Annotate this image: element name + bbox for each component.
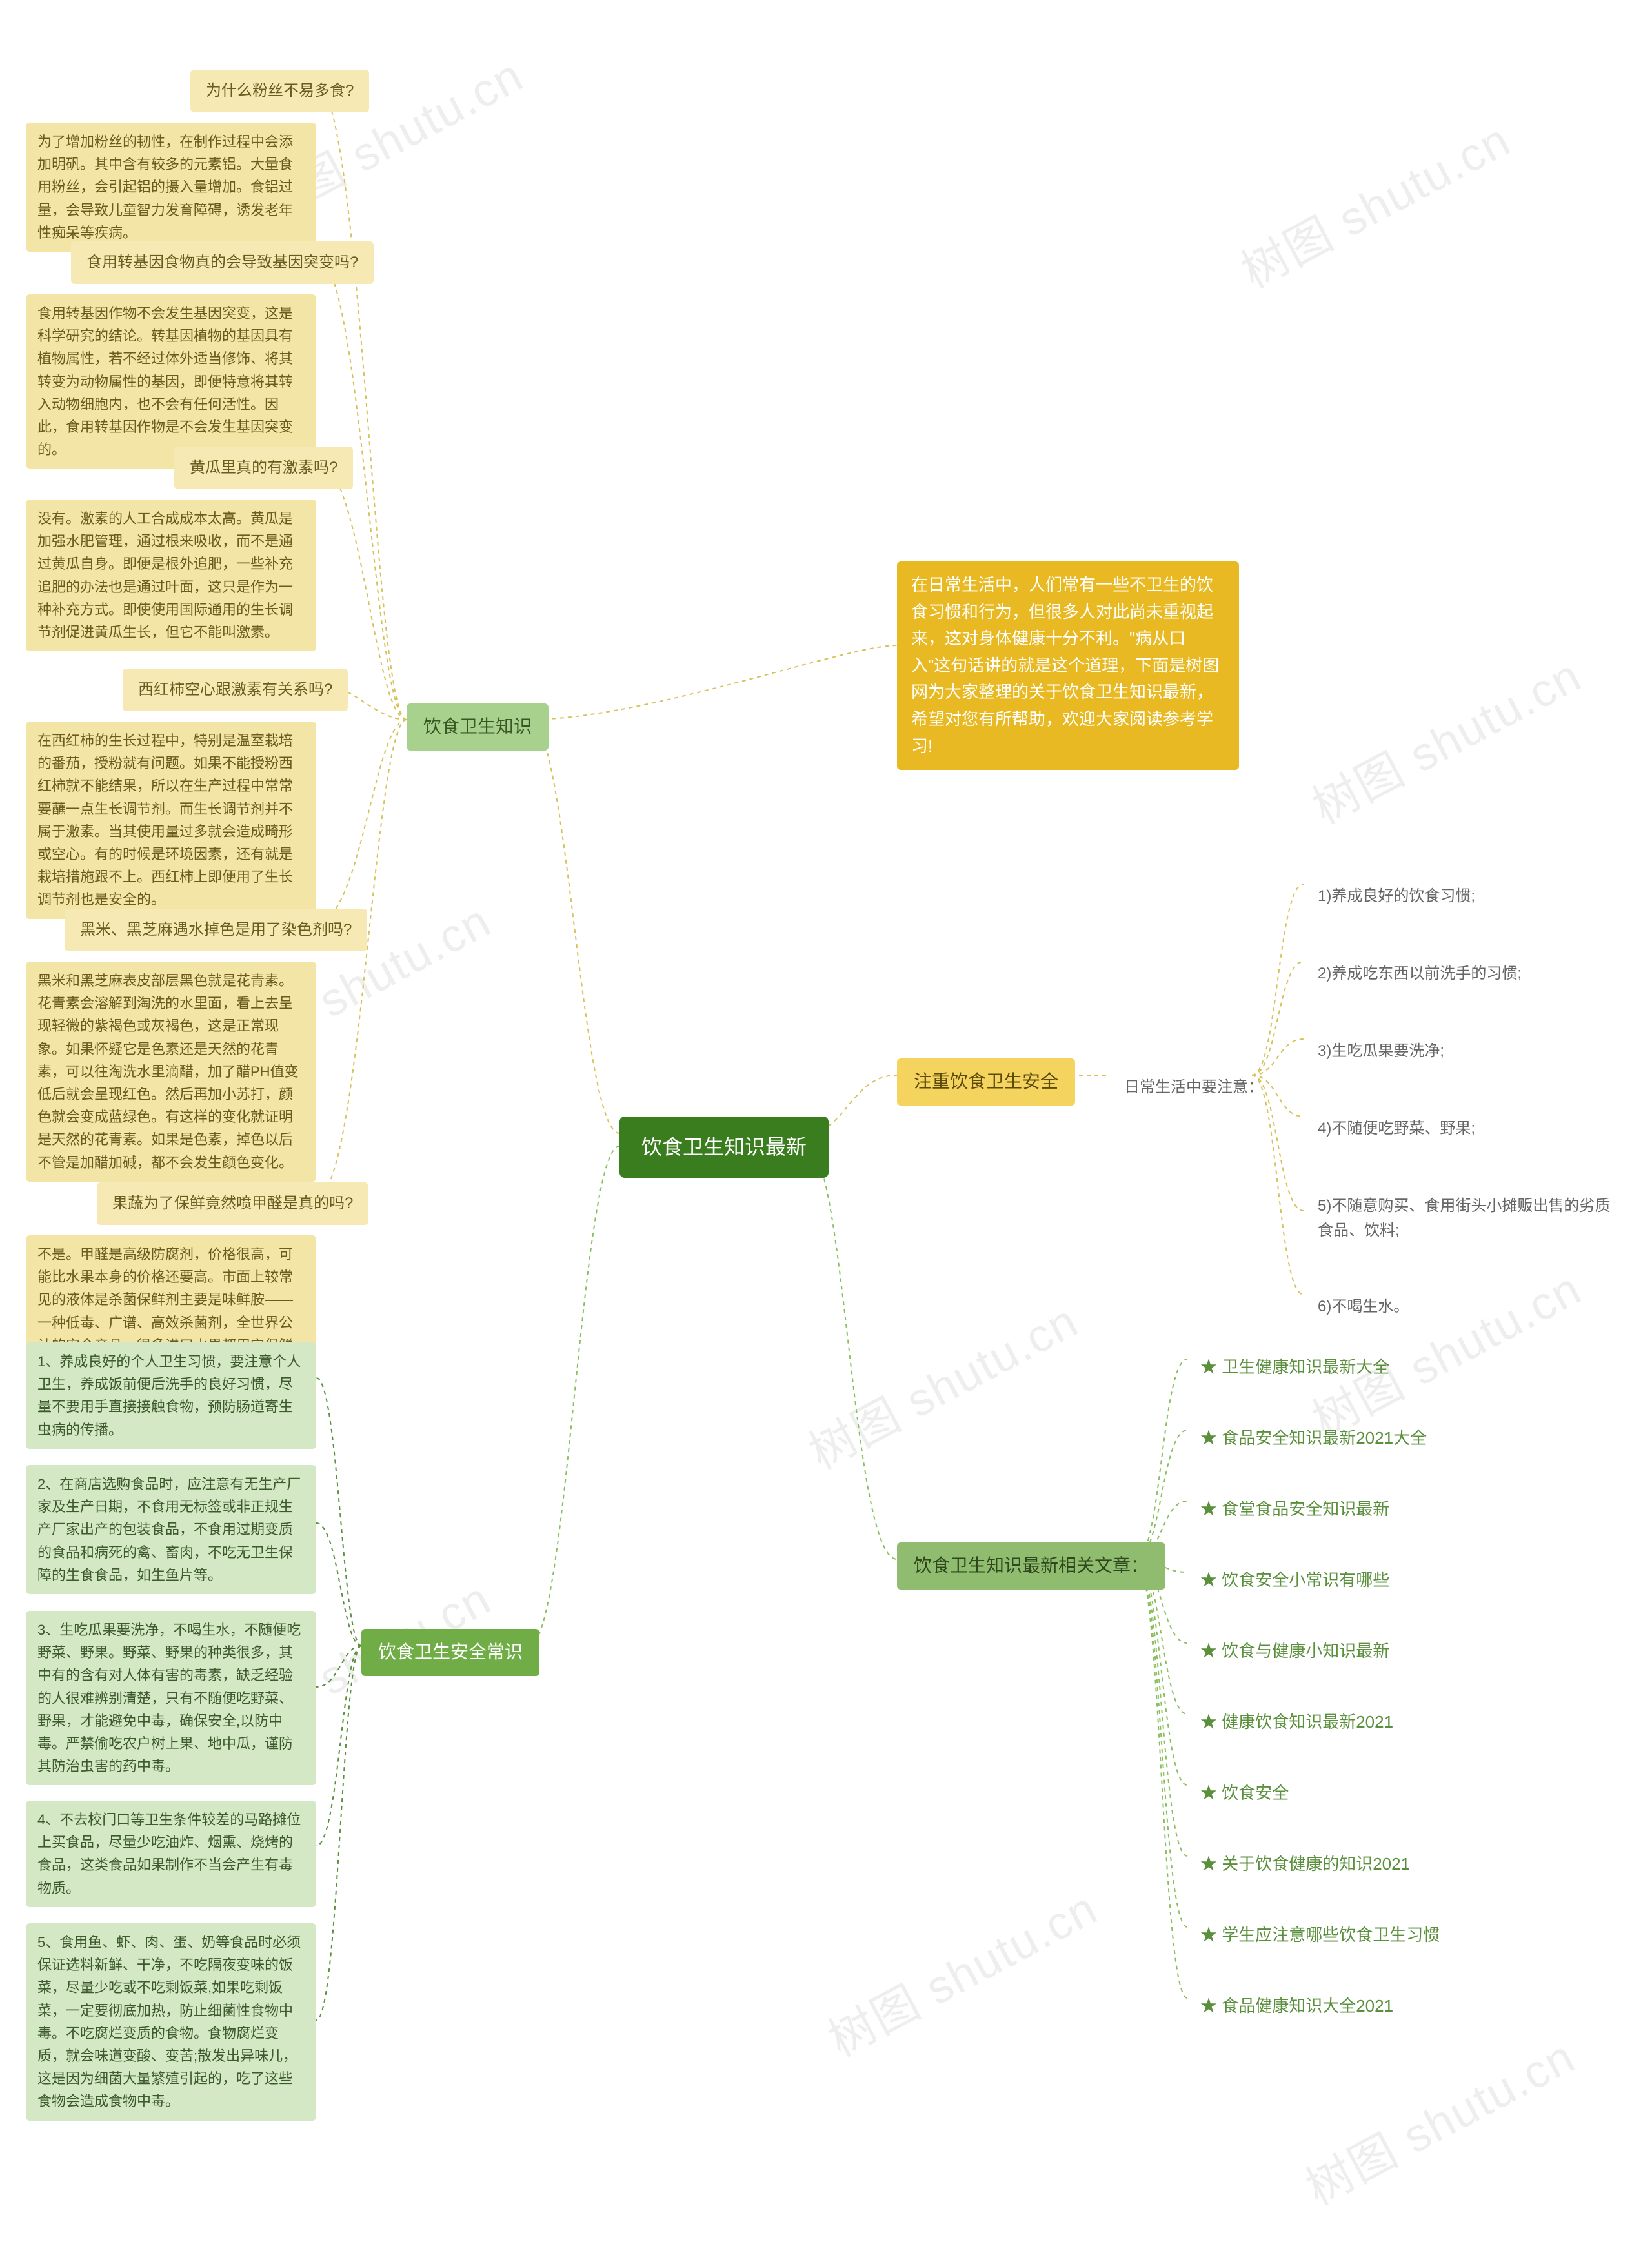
box-knowledge-intro: 在日常生活中，人们常有一些不卫生的饮食习惯和行为，但很多人对此尚未重视起来，这对… — [897, 561, 1239, 770]
qa-question-3: 西红柿空心跟激素有关系吗? — [123, 669, 348, 711]
rule-2: 3、生吃瓜果要洗净，不喝生水，不随便吃野菜、野果。野菜、野果的种类很多，其中有的… — [26, 1611, 316, 1785]
qa-question-4: 黑米、黑芝麻遇水掉色是用了染色剂吗? — [65, 909, 367, 951]
related-link-3[interactable]: ★ 饮食安全小常识有哪些 — [1187, 1559, 1402, 1602]
related-link-8[interactable]: ★ 学生应注意哪些饮食卫生习惯 — [1187, 1914, 1453, 1957]
watermark: 树图 shutu.cn — [1292, 2019, 1585, 2218]
related-link-6[interactable]: ★ 饮食安全 — [1187, 1772, 1302, 1815]
watermark: 树图 shutu.cn — [1227, 103, 1520, 301]
qa-question-5: 果蔬为了保鲜竟然喷甲醛是真的吗? — [97, 1182, 368, 1225]
qa-answer-1: 食用转基因作物不会发生基因突变，这是科学研究的结论。转基因植物的基因具有植物属性… — [26, 294, 316, 469]
qa-answer-3: 在西红柿的生长过程中，特别是温室栽培的番茄，授粉就有问题。如果不能授粉西红柿就不… — [26, 722, 316, 919]
watermark: 树图 shutu.cn — [795, 1284, 1088, 1482]
related-link-2[interactable]: ★ 食堂食品安全知识最新 — [1187, 1488, 1402, 1531]
central-topic: 饮食卫生知识最新 — [620, 1117, 829, 1178]
safety-item-1: 2)养成吃东西以前洗手的习惯; — [1304, 951, 1536, 996]
related-link-4[interactable]: ★ 饮食与健康小知识最新 — [1187, 1630, 1402, 1673]
safety-attention-sublabel: 日常生活中要注意： — [1110, 1065, 1278, 1110]
watermark: 树图 shutu.cn — [814, 1871, 1107, 2070]
safety-item-3: 4)不随便吃野菜、野果; — [1304, 1106, 1489, 1151]
watermark: 树图 shutu.cn — [1298, 638, 1591, 837]
topic-related: 饮食卫生知识最新相关文章： — [897, 1542, 1165, 1590]
safety-item-0: 1)养成良好的饮食习惯; — [1304, 874, 1489, 919]
safety-item-5: 6)不喝生水。 — [1304, 1284, 1423, 1329]
qa-question-0: 为什么粉丝不易多食? — [190, 70, 369, 112]
related-link-1[interactable]: ★ 食品安全知识最新2021大全 — [1187, 1417, 1440, 1460]
related-link-5[interactable]: ★ 健康饮食知识最新2021 — [1187, 1701, 1406, 1744]
qa-question-2: 黄瓜里真的有激素吗? — [174, 447, 353, 489]
topic-common-sense: 饮食卫生安全常识 — [361, 1629, 539, 1676]
safety-item-2: 3)生吃瓜果要洗净; — [1304, 1029, 1458, 1074]
topic-safety-attention: 注重饮食卫生安全 — [897, 1058, 1075, 1106]
qa-answer-2: 没有。激素的人工合成成本太高。黄瓜是加强水肥管理，通过根来吸收，而不是通过黄瓜自… — [26, 500, 316, 651]
related-link-0[interactable]: ★ 卫生健康知识最新大全 — [1187, 1346, 1402, 1389]
related-link-9[interactable]: ★ 食品健康知识大全2021 — [1187, 1985, 1406, 2028]
qa-question-1: 食用转基因食物真的会导致基因突变吗? — [71, 241, 374, 284]
rule-4: 5、食用鱼、虾、肉、蛋、奶等食品时必须保证选料新鲜、干净，不吃隔夜变味的饭菜，尽… — [26, 1923, 316, 2121]
qa-answer-0: 为了增加粉丝的韧性，在制作过程中会添加明矾。其中含有较多的元素铝。大量食用粉丝，… — [26, 123, 316, 252]
qa-answer-4: 黑米和黑芝麻表皮部层黑色就是花青素。花青素会溶解到淘洗的水里面，看上去呈现轻微的… — [26, 962, 316, 1182]
rule-0: 1、养成良好的个人卫生习惯，要注意个人卫生，养成饭前便后洗手的良好习惯，尽量不要… — [26, 1342, 316, 1449]
rule-1: 2、在商店选购食品时，应注意有无生产厂家及生产日期，不食用无标签或非正规生产厂家… — [26, 1465, 316, 1594]
topic-knowledge: 饮食卫生知识 — [407, 703, 549, 751]
related-link-7[interactable]: ★ 关于饮食健康的知识2021 — [1187, 1843, 1423, 1886]
rule-3: 4、不去校门口等卫生条件较差的马路摊位上买食品，尽量少吃油炸、烟熏、烧烤的食品，… — [26, 1801, 316, 1907]
safety-item-4: 5)不随意购买、食用街头小摊贩出售的劣质食品、饮料; — [1304, 1184, 1626, 1254]
